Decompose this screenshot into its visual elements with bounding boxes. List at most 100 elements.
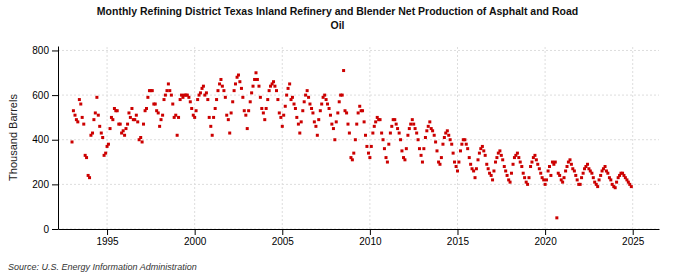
point [547,169,550,172]
point [368,156,371,159]
point [403,158,406,161]
point [455,165,458,168]
x-tick: 2005 [272,229,295,247]
y-axis-title: Thousand Barrels [7,94,19,181]
point [119,123,122,126]
point [396,127,399,130]
point [428,120,431,123]
point [573,169,576,172]
point [463,138,466,141]
point [310,107,313,110]
point [365,145,368,148]
x-tick-label: 2025 [622,236,645,247]
point [314,125,317,128]
point [129,116,132,119]
point [542,178,545,181]
y-tick-label: 600 [32,90,49,101]
point [281,125,284,128]
point [266,98,269,101]
point [373,125,376,128]
grid-line-x [457,46,458,229]
point [606,172,609,175]
point [111,118,114,121]
point [224,96,227,99]
point [509,181,512,184]
y-axis: 0200400600800 [32,45,58,235]
point [516,152,519,155]
point [209,125,212,128]
point [288,82,291,85]
point [498,149,501,152]
point [357,111,360,114]
point [453,161,456,164]
point [459,149,462,152]
point [501,158,504,161]
point [301,109,304,112]
point [512,163,515,166]
point [107,143,110,146]
point [415,132,418,135]
point [202,85,205,88]
point [492,169,495,172]
x-tick-mark [633,229,634,235]
point [549,174,552,177]
point [545,178,548,181]
point [268,89,271,92]
point [164,94,167,97]
point [352,152,355,155]
point [393,118,396,121]
point [193,116,196,119]
point [536,163,539,166]
point [472,169,475,172]
point [358,105,361,108]
point [386,161,389,164]
point [364,134,367,137]
x-tick-label: 2015 [447,236,470,247]
y-tick-mark [52,229,58,230]
point [206,98,209,101]
point [592,176,595,179]
point [351,158,354,161]
point [230,111,233,114]
point [395,123,398,126]
y-tick: 0 [43,224,58,235]
point [238,80,241,83]
x-tick-label: 2010 [359,236,382,247]
point [409,123,412,126]
point [576,178,579,181]
point [109,127,112,130]
point [535,158,538,161]
point [246,127,249,130]
point [316,134,319,137]
point [237,74,240,77]
point [146,96,149,99]
point [195,109,198,112]
point [367,152,370,155]
point [474,176,477,179]
point [379,118,382,121]
point [249,100,252,103]
point [400,149,403,152]
point [215,98,218,101]
point [72,109,75,112]
point [250,91,253,94]
point [157,111,160,114]
point [482,149,485,152]
point [216,89,219,92]
y-tick-label: 0 [43,224,49,235]
point [282,114,285,117]
grid-line-x [107,46,108,229]
point [548,165,551,168]
point [380,132,383,135]
point [323,94,326,97]
point [417,138,420,141]
point [433,134,436,137]
point [390,125,393,128]
point [88,176,91,179]
point [523,176,526,179]
y-tick: 800 [32,45,58,56]
point [481,145,484,148]
point [311,111,314,114]
y-tick-mark [52,95,58,96]
point [494,161,497,164]
